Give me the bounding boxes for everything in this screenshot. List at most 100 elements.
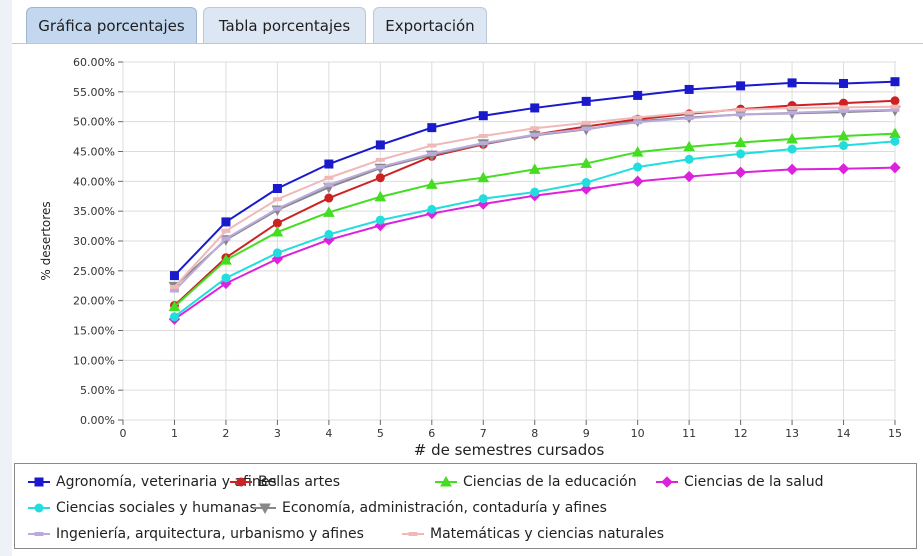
data-point bbox=[169, 271, 179, 281]
data-point bbox=[528, 163, 541, 174]
legend-swatch bbox=[230, 477, 252, 487]
data-point bbox=[221, 228, 231, 233]
legend-swatch bbox=[254, 503, 276, 514]
data-point bbox=[272, 248, 282, 258]
data-point bbox=[890, 104, 900, 109]
data-point bbox=[375, 173, 385, 183]
left-border-strip bbox=[0, 0, 12, 556]
data-point bbox=[324, 182, 334, 187]
x-tick-label: 15 bbox=[888, 427, 902, 440]
x-tick-label: 7 bbox=[480, 427, 487, 440]
data-point bbox=[839, 78, 849, 88]
legend-item: Ciencias de la educación bbox=[435, 474, 637, 490]
data-point bbox=[236, 477, 246, 487]
data-point bbox=[786, 132, 798, 144]
legend-label: Ciencias de la educación bbox=[463, 474, 637, 490]
data-point bbox=[736, 149, 746, 159]
data-point bbox=[837, 129, 850, 141]
legend-label: Ciencias de la salud bbox=[684, 474, 824, 490]
data-point bbox=[375, 140, 385, 150]
data-point bbox=[890, 96, 900, 106]
legend-swatch bbox=[656, 476, 678, 488]
legend-swatch bbox=[435, 476, 457, 487]
legend-label: Agronomía, veterinaria y afines bbox=[56, 474, 277, 490]
tab-tabla-porcentajes[interactable]: Tabla porcentajes bbox=[203, 7, 366, 44]
data-point bbox=[34, 477, 44, 487]
data-point bbox=[427, 123, 437, 133]
data-point bbox=[259, 503, 271, 514]
data-point bbox=[661, 476, 673, 488]
series-7 bbox=[169, 104, 900, 289]
data-point bbox=[427, 151, 437, 156]
data-point bbox=[324, 175, 334, 180]
data-point bbox=[324, 193, 334, 203]
data-point bbox=[169, 288, 179, 293]
legend-label: Economía, administración, contaduría y a… bbox=[282, 500, 607, 516]
x-tick-label: 4 bbox=[325, 427, 332, 440]
tab-bar-divider bbox=[12, 43, 923, 44]
data-point bbox=[221, 236, 231, 241]
series-4 bbox=[169, 136, 900, 322]
data-point bbox=[375, 215, 385, 225]
y-tick-label: 30.00% bbox=[73, 235, 115, 248]
data-point bbox=[581, 96, 591, 106]
y-tick-label: 15.00% bbox=[73, 325, 115, 338]
x-tick-label: 2 bbox=[222, 427, 229, 440]
data-point bbox=[323, 206, 335, 217]
tab-exportacion[interactable]: Exportación bbox=[373, 7, 487, 44]
data-point bbox=[580, 183, 592, 195]
data-point bbox=[324, 159, 334, 169]
data-point bbox=[375, 157, 385, 162]
data-point bbox=[684, 110, 694, 115]
data-point bbox=[324, 229, 334, 239]
data-point bbox=[408, 532, 418, 536]
data-point bbox=[633, 115, 643, 120]
data-point bbox=[684, 116, 694, 121]
data-point bbox=[684, 84, 694, 94]
data-point bbox=[633, 120, 643, 125]
data-point bbox=[839, 108, 849, 113]
data-point bbox=[631, 146, 644, 157]
legend-item: Ciencias sociales y humanas bbox=[28, 500, 257, 516]
data-point bbox=[530, 103, 540, 113]
data-point bbox=[736, 81, 746, 91]
data-point bbox=[34, 503, 44, 513]
data-point bbox=[425, 178, 438, 189]
y-tick-label: 10.00% bbox=[73, 354, 115, 367]
data-point bbox=[786, 163, 798, 176]
data-point bbox=[478, 141, 488, 146]
data-point bbox=[787, 144, 797, 154]
data-point bbox=[787, 78, 797, 88]
legend-label: Ciencias sociales y humanas bbox=[56, 500, 257, 516]
data-point bbox=[221, 217, 231, 227]
data-point bbox=[684, 154, 694, 164]
y-axis-ticks: 0.00% 5.00% 10.00% 15.00% 20.00% 25.00% 30.00%… bbox=[73, 56, 123, 427]
series-6 bbox=[169, 107, 900, 293]
data-point bbox=[581, 126, 591, 131]
x-tick-label: 12 bbox=[734, 427, 748, 440]
data-point bbox=[530, 126, 540, 131]
data-point bbox=[169, 312, 179, 322]
data-point bbox=[220, 254, 232, 265]
legend-swatch bbox=[28, 503, 50, 513]
data-point bbox=[427, 204, 437, 214]
data-point bbox=[787, 110, 797, 115]
legend-label: Ingeniería, arquitectura, urbanismo y af… bbox=[56, 526, 364, 542]
legend-item: Agronomía, veterinaria y afines bbox=[28, 474, 277, 490]
data-point bbox=[272, 183, 282, 193]
data-point bbox=[736, 112, 746, 117]
x-tick-label: 5 bbox=[377, 427, 384, 440]
y-tick-label: 35.00% bbox=[73, 205, 115, 218]
x-tick-label: 6 bbox=[428, 427, 435, 440]
data-point bbox=[271, 226, 284, 237]
y-tick-label: 25.00% bbox=[73, 265, 115, 278]
data-point bbox=[478, 194, 488, 204]
tab-grafica-porcentajes[interactable]: Gráfica porcentajes bbox=[26, 7, 197, 44]
y-tick-label: 0.00% bbox=[80, 414, 115, 427]
data-point bbox=[837, 163, 850, 175]
x-axis-ticks: 0 1 2 3 4 5 6 7 8 9 10 11 12 13 14 15 bbox=[120, 420, 902, 440]
data-point bbox=[272, 206, 282, 211]
data-point bbox=[440, 476, 452, 487]
series-0 bbox=[169, 77, 900, 281]
y-tick-label: 20.00% bbox=[73, 295, 115, 308]
